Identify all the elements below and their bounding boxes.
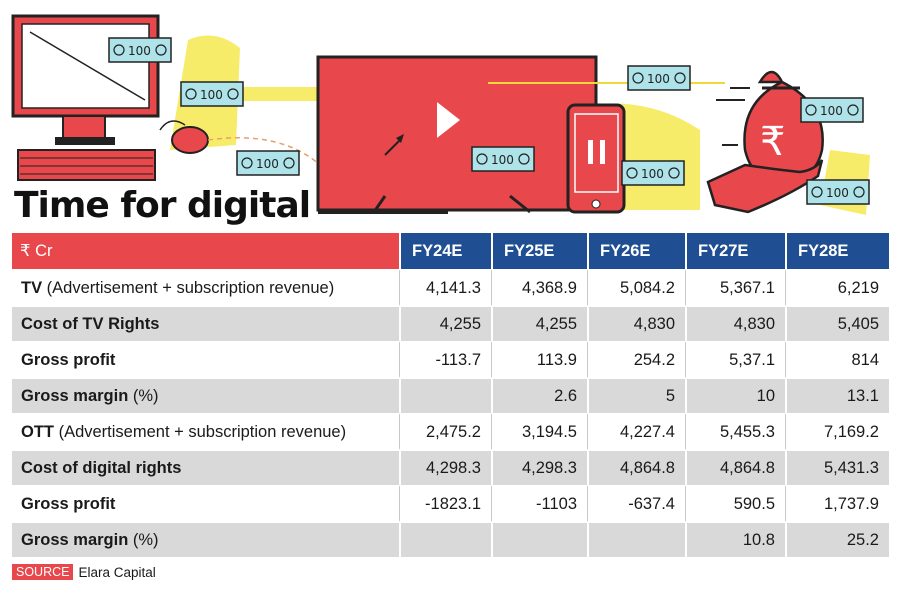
cell-value: -1103 [491,485,587,521]
table-row: OTT (Advertisement + subscription revenu… [12,413,889,449]
note-label: 100 [256,157,279,171]
row-label: TV (Advertisement + subscription revenue… [12,269,399,305]
table-row: Gross profit -113.7 113.9 254.2 5,37.1 8… [12,341,889,377]
table-header-row: ₹ Cr FY24E FY25E FY26E FY27E FY28E [12,233,889,269]
cell-value: 5,431.3 [785,449,889,485]
cell-value: 10.8 [685,521,785,557]
cell-value [399,377,491,413]
column-header: FY25E [491,233,587,269]
cell-value: -113.7 [399,341,491,377]
note-label: 100 [647,72,670,86]
cell-value: 4,255 [491,305,587,341]
financials-table: ₹ Cr FY24E FY25E FY26E FY27E FY28E TV (A… [12,233,889,557]
television-icon [316,55,725,214]
note-label: 100 [491,153,514,167]
table-row: TV (Advertisement + subscription revenue… [12,269,889,305]
cell-value: -1823.1 [399,485,491,521]
source-text: Elara Capital [78,564,156,580]
cell-value [587,521,685,557]
rupee-symbol: ₹ [760,119,785,165]
cell-value: 6,219 [785,269,889,305]
table-row: Cost of TV Rights 4,255 4,255 4,830 4,83… [12,305,889,341]
cell-value [399,521,491,557]
computer-icon [11,14,321,181]
cell-value: 4,227.4 [587,413,685,449]
cell-value: 5,084.2 [587,269,685,305]
source-tag: SOURCE [12,564,74,580]
note-label: 100 [641,167,664,181]
cell-value: 7,169.2 [785,413,889,449]
cell-value: 2.6 [491,377,587,413]
cell-value: -637.4 [587,485,685,521]
row-label: Cost of digital rights [12,449,399,485]
cell-value: 25.2 [785,521,889,557]
cell-value: 5,455.3 [685,413,785,449]
column-header: FY24E [399,233,491,269]
cell-value: 1,737.9 [785,485,889,521]
cell-value: 13.1 [785,377,889,413]
unit-header: ₹ Cr [12,233,399,269]
cell-value: 113.9 [491,341,587,377]
cell-value: 814 [785,341,889,377]
table-row: Gross margin (%) 10.8 25.2 [12,521,889,557]
table-row: Gross profit -1823.1 -1103 -637.4 590.5 … [12,485,889,521]
cell-value: 4,298.3 [399,449,491,485]
page-title: Time for digital [14,185,311,226]
cell-value: 5 [587,377,685,413]
header-illustration: ₹ 100 100 100 100 [11,14,870,215]
cell-value: 5,37.1 [685,341,785,377]
cell-value: 4,864.8 [685,449,785,485]
money-bag-icon: ₹ [706,70,824,214]
cell-value: 4,830 [587,305,685,341]
currency-note-icons: 100 100 100 100 100 [108,37,870,205]
cell-value: 2,475.2 [399,413,491,449]
row-label: Gross profit [12,341,399,377]
cell-value: 4,830 [685,305,785,341]
column-header: FY27E [685,233,785,269]
note-label: 100 [826,186,849,200]
phone-icon [566,103,626,214]
cell-value: 590.5 [685,485,785,521]
row-label: Gross margin (%) [12,377,399,413]
cell-value: 4,368.9 [491,269,587,305]
cell-value [491,521,587,557]
cell-value: 4,141.3 [399,269,491,305]
note-label: 100 [200,88,223,102]
table-row: Cost of digital rights 4,298.3 4,298.3 4… [12,449,889,485]
cell-value: 5,367.1 [685,269,785,305]
cell-value: 5,405 [785,305,889,341]
table-row: Gross margin (%) 2.6 5 10 13.1 [12,377,889,413]
cell-value: 3,194.5 [491,413,587,449]
column-header: FY26E [587,233,685,269]
row-label: Gross profit [12,485,399,521]
cell-value: 254.2 [587,341,685,377]
column-header: FY28E [785,233,889,269]
note-label: 100 [820,104,843,118]
note-label: 100 [128,44,151,58]
cell-value: 4,864.8 [587,449,685,485]
source-credit: SOURCE Elara Capital [12,564,156,580]
row-label: OTT (Advertisement + subscription revenu… [12,413,399,449]
cell-value: 4,298.3 [491,449,587,485]
cell-value: 4,255 [399,305,491,341]
row-label: Gross margin (%) [12,521,399,557]
cell-value: 10 [685,377,785,413]
row-label: Cost of TV Rights [12,305,399,341]
